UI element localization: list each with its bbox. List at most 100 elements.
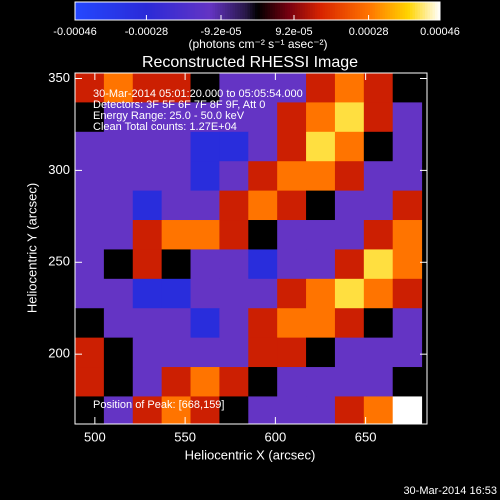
heatmap-cell: [161, 367, 192, 397]
heatmap-cell: [219, 367, 249, 397]
heatmap-cell: [132, 73, 163, 103]
colorbar-segment: [275, 2, 278, 20]
colorbar-segment: [405, 2, 408, 20]
colorbar-segment: [357, 2, 361, 20]
colorbar-segment: [260, 2, 263, 20]
colorbar-segment: [110, 2, 113, 20]
colorbar-segment: [252, 2, 256, 20]
heatmap-cell: [75, 308, 105, 339]
colorbar-segment: [112, 2, 116, 20]
colorbar-segment: [152, 2, 156, 20]
colorbar-segment: [437, 2, 441, 20]
colorbar-segment: [232, 2, 236, 20]
heatmap-cell: [219, 308, 249, 339]
heatmap-cell: [132, 249, 163, 280]
heatmap-cell: [219, 190, 249, 221]
colorbar-segment: [230, 2, 233, 20]
x-tick-label: 550: [174, 429, 196, 444]
colorbar-segment: [392, 2, 396, 20]
colorbar-segment: [167, 2, 171, 20]
colorbar-segment: [280, 2, 283, 20]
colorbar-segment: [170, 2, 173, 20]
colorbar-segment: [407, 2, 411, 20]
heatmap-cell: [103, 337, 134, 368]
colorbar-segment: [122, 2, 126, 20]
colorbar: [74, 1, 441, 21]
colorbar-segment: [390, 2, 393, 20]
heatmap-cell: [306, 220, 336, 250]
heatmap-cell: [334, 190, 365, 221]
heatmap-cell: [219, 249, 249, 280]
y-tick-label: 200: [48, 346, 70, 361]
heatmap-cell: [132, 102, 163, 133]
heatmap-cell: [392, 278, 423, 309]
heatmap-cell: [190, 131, 220, 162]
heatmap-cell: [161, 161, 192, 192]
colorbar-segment: [295, 2, 298, 20]
heatmap-cell: [392, 161, 423, 192]
colorbar-segment: [127, 2, 131, 20]
colorbar-segment: [282, 2, 286, 20]
colorbar-segment: [310, 2, 313, 20]
colorbar-segment: [197, 2, 201, 20]
heatmap-cell: [306, 308, 336, 339]
heatmap-cell: [363, 190, 394, 221]
colorbar-segment: [210, 2, 213, 20]
heatmap-cell: [277, 337, 307, 368]
colorbar-segment: [332, 2, 336, 20]
y-tick-label: 250: [48, 254, 70, 269]
heatmap-cell: [132, 337, 163, 368]
colorbar-segment: [367, 2, 371, 20]
colorbar-segment: [285, 2, 288, 20]
y-axis-label: Heliocentric Y (arcsec): [24, 183, 39, 313]
colorbar-tick-label: 0.00028: [349, 26, 389, 38]
heatmap-cell: [103, 308, 134, 339]
colorbar-segment: [222, 2, 226, 20]
x-tick-label: 600: [265, 429, 287, 444]
colorbar-segment: [132, 2, 136, 20]
heatmap-cell: [219, 220, 249, 250]
colorbar-segment: [192, 2, 196, 20]
colorbar-segment: [340, 2, 343, 20]
colorbar-segment: [207, 2, 211, 20]
heatmap-cell: [277, 131, 307, 162]
colorbar-segment: [287, 2, 291, 20]
heatmap-cell: [306, 131, 336, 162]
colorbar-segment: [257, 2, 261, 20]
heatmap-cell: [277, 190, 307, 221]
annotation: Clean Total counts: 1.27E+04: [93, 121, 237, 133]
colorbar-segment: [397, 2, 401, 20]
heatmap-cell: [392, 396, 423, 425]
heatmap-cell: [248, 278, 278, 309]
colorbar-segment: [400, 2, 403, 20]
colorbar-segment: [395, 2, 398, 20]
colorbar-frame: [74, 1, 441, 21]
colorbar-segment: [215, 2, 218, 20]
heatmap-cell: [277, 278, 307, 309]
colorbar-segment: [380, 2, 383, 20]
colorbar-segment: [412, 2, 416, 20]
colorbar-segment: [377, 2, 381, 20]
heatmap-cell: [392, 308, 423, 339]
colorbar-segment: [80, 2, 83, 20]
colorbar-segment: [180, 2, 183, 20]
colorbar-segment: [175, 2, 178, 20]
heatmap-cell: [277, 73, 307, 103]
heatmap-cell: [306, 396, 336, 425]
heatmap-cell: [75, 131, 105, 162]
colorbar-segment: [147, 2, 151, 20]
colorbar-segment: [95, 2, 98, 20]
heatmap-cell: [306, 73, 336, 103]
heatmap-cell: [306, 367, 336, 397]
colorbar-segment: [305, 2, 308, 20]
heatmap-cell: [190, 308, 220, 339]
heatmap-cell: [248, 308, 278, 339]
colorbar-segment: [325, 2, 328, 20]
colorbar-segment: [355, 2, 358, 20]
y-tick-label: 300: [48, 162, 70, 177]
heatmap-cell: [334, 337, 365, 368]
colorbar-segment: [245, 2, 248, 20]
colorbar-tick-label: -9.2e-05: [201, 26, 242, 38]
heatmap-cell: [132, 308, 163, 339]
heatmap-cell: [219, 278, 249, 309]
